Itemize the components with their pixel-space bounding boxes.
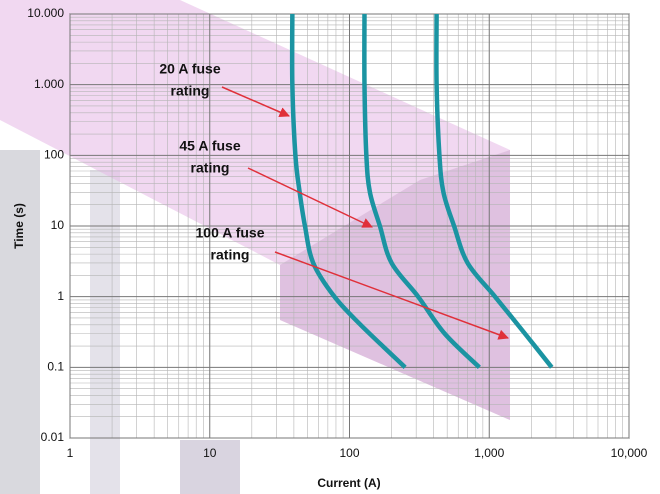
annotation-arrow (274, 251, 509, 340)
x-tick-label: 100 (339, 446, 359, 460)
y-tick-label: 1 (57, 289, 64, 303)
x-tick-label: 1 (67, 446, 74, 460)
annotation-text: 45 A fuse (179, 138, 240, 154)
annotation-text: rating (191, 160, 230, 176)
fuse-curve (289, 13, 407, 369)
y-tick-label: 10 (51, 218, 65, 232)
y-tick-label: 100 (44, 148, 64, 162)
y-tick-label: 1.000 (34, 77, 64, 91)
x-axis-label: Current (A) (317, 476, 380, 490)
y-axis-label: Time (s) (12, 203, 26, 249)
annotation-arrow (247, 167, 373, 228)
plot-area (289, 13, 554, 369)
x-tick-label: 1,000 (474, 446, 504, 460)
y-tick-label: 10.000 (27, 6, 64, 20)
fuse-curve (362, 13, 481, 369)
annotation-arrow (221, 86, 290, 118)
x-tick-label: 10 (203, 446, 217, 460)
y-tick-label: 0.01 (41, 430, 65, 444)
grid (69, 13, 630, 439)
y-tick-label: 0.1 (47, 360, 64, 374)
annotation-text: 100 A fuse (196, 225, 265, 241)
fuse-curve (434, 13, 554, 369)
annotation-text: rating (211, 247, 250, 263)
x-tick-label: 10,000 (611, 446, 648, 460)
annotation-text: rating (171, 83, 210, 99)
annotation-text: 20 A fuse (159, 61, 220, 77)
